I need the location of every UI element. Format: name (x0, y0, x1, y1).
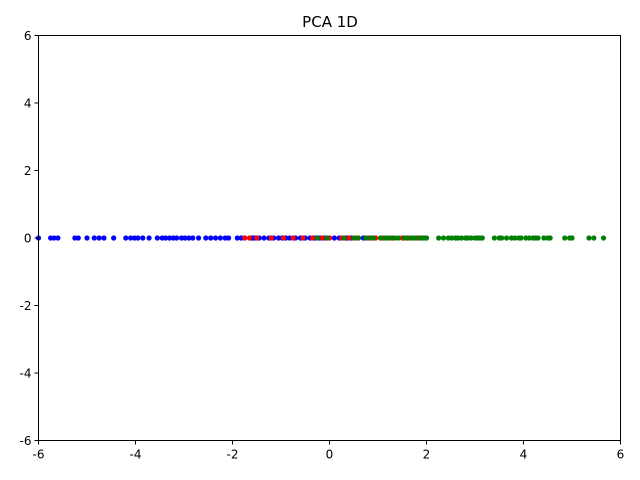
data-point-series-2 (341, 235, 347, 241)
data-point-series-0 (261, 235, 267, 241)
data-point-series-2 (491, 235, 497, 241)
y-tick-label: -2 (20, 299, 32, 313)
data-point-series-2 (395, 235, 401, 241)
data-point-series-1 (290, 235, 296, 241)
data-point-series-0 (195, 235, 202, 241)
data-point-series-1 (319, 235, 325, 241)
data-point-series-1 (254, 235, 260, 241)
data-point-series-2 (363, 235, 369, 241)
data-point-series-2 (458, 235, 465, 241)
data-point-series-0 (217, 235, 223, 241)
data-point-series-0 (123, 235, 129, 241)
data-point-series-2 (411, 235, 417, 241)
data-point-series-1 (300, 235, 306, 241)
data-point-series-0 (208, 235, 214, 241)
data-point-series-0 (162, 235, 169, 241)
y-tick-label: -6 (20, 434, 32, 448)
data-point-series-1 (309, 235, 316, 241)
data-point-series-2 (591, 235, 597, 241)
data-point-series-2 (586, 235, 592, 241)
plot-area-frame (38, 35, 621, 441)
data-point-series-0 (234, 235, 240, 241)
data-point-series-0 (101, 235, 107, 241)
axis-ticks: -6 -4 -2 0 2 4 6 -6 -4 -2 0 2 4 6 (20, 29, 625, 462)
data-point-series-2 (600, 235, 607, 241)
data-point-series-2 (449, 235, 455, 241)
data-point-series-0 (51, 235, 57, 241)
data-point-series-2 (436, 235, 442, 241)
data-point-series-2 (440, 235, 447, 241)
x-tick-label: -4 (130, 448, 142, 462)
data-point-series-0 (203, 235, 209, 241)
data-point-series-1 (268, 235, 274, 241)
data-point-series-2 (547, 235, 553, 241)
x-tick-label: 0 (326, 448, 334, 462)
data-point-series-0 (135, 235, 141, 241)
data-point-series-2 (479, 235, 485, 241)
data-point-series-0 (91, 235, 97, 241)
x-tick-label: 2 (423, 448, 431, 462)
data-point-series-0 (331, 235, 337, 241)
data-point-series-2 (370, 235, 376, 241)
data-point-series-2 (314, 235, 320, 241)
data-point-series-0 (174, 235, 180, 241)
data-point-series-2 (468, 235, 474, 241)
data-point-series-1 (280, 235, 287, 241)
data-point-series-0 (96, 235, 102, 241)
data-point-series-2 (535, 235, 541, 241)
data-point-series-2 (512, 235, 518, 241)
y-tick-label: 2 (24, 164, 32, 178)
data-point-series-1 (346, 235, 352, 241)
data-point-series-2 (569, 235, 575, 241)
data-point-series-2 (423, 235, 430, 241)
data-point-series-0 (111, 235, 117, 241)
data-point-series-1 (242, 235, 248, 241)
y-tick-label: -4 (20, 367, 32, 381)
x-tick-label: -2 (227, 448, 239, 462)
data-point-series-2 (503, 235, 510, 241)
data-point-series-2 (518, 235, 524, 241)
data-point-series-0 (128, 235, 134, 241)
y-tick-label: 6 (24, 29, 32, 43)
data-point-series-0 (166, 235, 173, 241)
data-point-series-2 (541, 235, 547, 241)
data-point-series-2 (387, 235, 393, 241)
data-point-series-0 (190, 235, 196, 241)
data-point-series-0 (140, 235, 146, 241)
data-points (35, 235, 607, 241)
data-point-series-0 (154, 235, 160, 241)
y-tick-label: 0 (24, 232, 32, 246)
data-point-series-0 (212, 235, 219, 241)
data-point-series-0 (186, 235, 192, 241)
data-point-series-1 (246, 235, 253, 241)
data-point-series-0 (55, 235, 61, 241)
data-point-series-2 (351, 235, 357, 241)
x-tick-label: -6 (33, 448, 45, 462)
data-point-series-2 (324, 235, 330, 241)
data-point-series-2 (526, 235, 532, 241)
data-point-series-0 (226, 235, 232, 241)
x-tick-label: 6 (617, 448, 625, 462)
data-point-series-2 (377, 235, 384, 241)
data-point-series-0 (75, 235, 81, 241)
data-point-series-0 (182, 235, 188, 241)
x-tick-label: 4 (520, 448, 528, 462)
data-point-series-0 (84, 235, 90, 241)
data-point-series-2 (404, 235, 410, 241)
data-point-series-0 (146, 235, 152, 241)
data-point-series-2 (562, 235, 568, 241)
y-tick-label: 4 (24, 97, 32, 111)
data-point-series-2 (499, 235, 505, 241)
chart-title: PCA 1D (302, 13, 358, 31)
data-point-series-2 (356, 235, 362, 241)
